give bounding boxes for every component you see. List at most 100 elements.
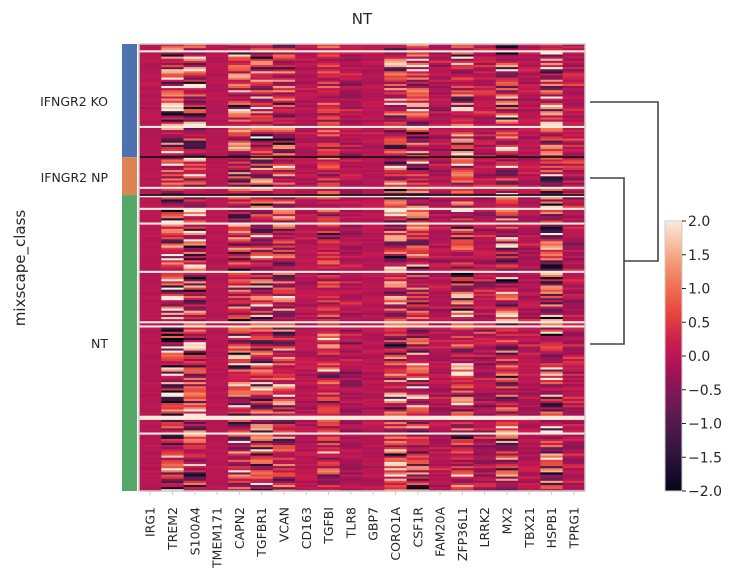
heatmap-cell — [183, 426, 207, 429]
heatmap-cell — [384, 361, 407, 364]
heatmap-cell — [250, 428, 274, 431]
heatmap-cell — [139, 140, 162, 143]
heatmap-cell — [183, 327, 207, 330]
heatmap-cell — [473, 291, 497, 295]
heatmap-cell — [473, 440, 497, 444]
heatmap-cell — [250, 480, 274, 484]
heatmap-cell — [428, 434, 452, 437]
heatmap-cell — [250, 94, 274, 97]
heatmap-cell — [250, 449, 274, 452]
heatmap-cell — [295, 159, 318, 162]
heatmap-cell — [540, 344, 563, 347]
heatmap-cell — [317, 411, 340, 414]
heatmap-cell — [562, 325, 586, 328]
heatmap-cell — [540, 98, 563, 101]
heatmap-cell — [495, 308, 519, 311]
heatmap-cell — [362, 83, 385, 87]
heatmap-cell — [205, 56, 229, 59]
heatmap-cell — [317, 136, 340, 139]
heatmap-cell — [250, 338, 274, 341]
heatmap-cell — [562, 340, 586, 343]
heatmap-cell — [272, 298, 296, 301]
heatmap-cell — [250, 375, 274, 379]
heatmap-cell — [317, 359, 340, 362]
heatmap-cell — [562, 107, 586, 110]
heatmap-cell — [451, 426, 474, 429]
heatmap-cell — [495, 119, 519, 122]
heatmap-cell — [228, 121, 251, 125]
heatmap-cell — [272, 184, 296, 188]
gene-label: CSF1R — [410, 507, 425, 548]
heatmap-cell — [562, 104, 586, 108]
heatmap-cell — [339, 302, 363, 305]
heatmap-cell — [183, 230, 207, 234]
heatmap-cell — [339, 180, 363, 183]
heatmap-cell — [205, 363, 229, 366]
heatmap-cell — [317, 258, 340, 261]
heatmap-cell — [205, 333, 229, 337]
heatmap-cell — [183, 472, 207, 475]
heatmap-cell — [406, 132, 430, 135]
heatmap-cell — [451, 317, 474, 320]
heatmap-cell — [562, 88, 586, 91]
heatmap-cell — [161, 226, 184, 230]
heatmap-cell — [495, 123, 519, 127]
heatmap-cell — [428, 71, 452, 74]
heatmap-cell — [161, 230, 184, 234]
heatmap-cell — [205, 438, 229, 442]
heatmap-cell — [339, 182, 363, 185]
heatmap-cell — [428, 102, 452, 106]
heatmap-cell — [228, 268, 251, 272]
heatmap-cell — [250, 216, 274, 219]
colorbar-tick-label: 0.5 — [688, 315, 710, 331]
heatmap-cell — [339, 71, 363, 74]
heatmap-cell — [205, 44, 229, 47]
heatmap-cell — [183, 384, 207, 387]
heatmap-cell — [428, 331, 452, 335]
heatmap-cell — [339, 472, 363, 475]
heatmap-cell — [295, 46, 318, 49]
heatmap-cell — [205, 67, 229, 70]
heatmap-cell — [183, 411, 207, 414]
heatmap-cell — [272, 455, 296, 458]
heatmap-cell — [384, 144, 407, 148]
heatmap-cell — [406, 434, 430, 437]
heatmap-cell — [384, 487, 407, 490]
heatmap-cell — [495, 369, 519, 372]
heatmap-cell — [295, 48, 318, 51]
heatmap-cell — [183, 260, 207, 263]
heatmap-cell — [495, 455, 519, 458]
heatmap-cell — [317, 153, 340, 156]
heatmap-cell — [473, 207, 497, 211]
heatmap-cell — [139, 235, 162, 238]
heatmap-cell — [317, 249, 340, 253]
heatmap-cell — [250, 121, 274, 125]
heatmap-cell — [473, 142, 497, 146]
heatmap-cell — [406, 119, 430, 122]
heatmap-cell — [406, 348, 430, 351]
heatmap-cell — [339, 478, 363, 482]
heatmap-cell — [295, 233, 318, 236]
heatmap-cell — [540, 205, 563, 209]
heatmap-cell — [317, 457, 340, 461]
heatmap-cell — [495, 161, 519, 164]
heatmap-cell — [183, 65, 207, 68]
heatmap-cell — [295, 138, 318, 141]
heatmap-cell — [139, 241, 162, 244]
heatmap-cell — [295, 317, 318, 320]
heatmap-cell — [473, 279, 497, 282]
heatmap-cell — [428, 260, 452, 263]
heatmap-cell — [495, 125, 519, 129]
heatmap-cell — [272, 346, 296, 349]
heatmap-cell — [406, 445, 430, 448]
heatmap-cell — [428, 373, 452, 377]
heatmap-cell — [362, 327, 385, 330]
heatmap-cell — [205, 317, 229, 320]
heatmap-cell — [205, 285, 229, 288]
heatmap-cell — [473, 443, 497, 446]
heatmap-cell — [183, 482, 207, 486]
heatmap-cell — [205, 54, 229, 57]
heatmap-cell — [562, 111, 586, 114]
heatmap-cell — [428, 188, 452, 192]
